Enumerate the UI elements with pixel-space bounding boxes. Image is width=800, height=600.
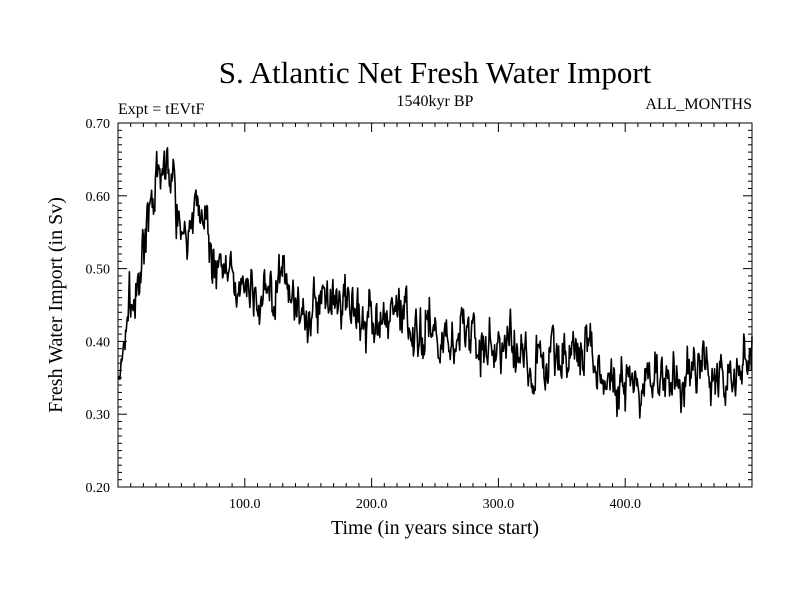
x-tick-label: 100.0 — [229, 497, 261, 512]
experiment-label: Expt = tEVtF — [118, 101, 204, 118]
x-tick-label: 400.0 — [609, 497, 641, 512]
y-axis: 0.20 0.30 0.40 0.50 0.60 0.70 — [86, 117, 752, 496]
y-tick-label: 0.20 — [86, 481, 111, 496]
y-tick-label: 0.50 — [86, 263, 111, 278]
y-tick-label: 0.60 — [86, 190, 111, 205]
y-axis-label: Fresh Water Import (in Sv) — [45, 197, 67, 413]
y-tick-label: 0.70 — [86, 117, 111, 132]
series-line — [117, 147, 753, 419]
y-tick-label: 0.30 — [86, 408, 111, 423]
x-axis-label: Time (in years since start) — [331, 517, 539, 539]
x-axis: 100.0 200.0 300.0 400.0 — [130, 123, 740, 512]
x-tick-label: 300.0 — [483, 497, 515, 512]
y-tick-label: 0.40 — [86, 335, 111, 350]
x-tick-label: 200.0 — [356, 497, 388, 512]
chart-title: S. Atlantic Net Fresh Water Import — [219, 55, 652, 90]
series-layer — [117, 147, 753, 419]
period-label: 1540kyr BP — [397, 93, 474, 110]
months-label: ALL_MONTHS — [645, 96, 752, 113]
